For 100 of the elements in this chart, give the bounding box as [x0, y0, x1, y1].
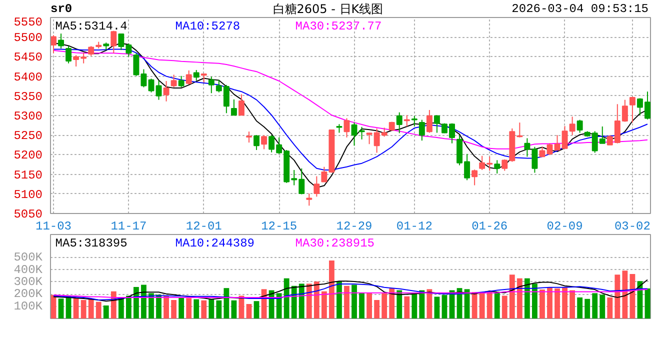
bar	[494, 292, 500, 318]
candlestick	[246, 131, 252, 144]
bar	[592, 293, 598, 318]
candlestick	[254, 134, 260, 150]
bar	[516, 278, 522, 318]
bar	[540, 290, 545, 318]
series-label: MA5:5314.4	[55, 20, 128, 34]
candlestick	[434, 114, 440, 134]
bar	[622, 270, 628, 318]
bar	[80, 300, 86, 318]
text: MA30:238915	[295, 236, 375, 250]
bar	[73, 298, 79, 318]
candlestick	[88, 46, 94, 56]
y-tick-label: 5050	[14, 208, 43, 222]
bar	[502, 296, 508, 318]
bar	[404, 296, 410, 318]
candlestick	[58, 33, 64, 49]
bar	[246, 304, 252, 318]
bar	[148, 293, 154, 318]
x-tick-label: 01-12	[396, 220, 432, 234]
bar	[126, 296, 132, 318]
candlestick	[629, 96, 636, 124]
bar	[164, 296, 169, 318]
bar	[88, 299, 94, 318]
bar	[321, 291, 327, 318]
bar	[201, 300, 207, 318]
candlestick	[163, 80, 170, 102]
y-tick-label: 400K	[14, 262, 44, 277]
bar	[268, 290, 274, 318]
bar	[547, 287, 552, 318]
y-tick-label: 5300	[14, 110, 43, 124]
candlestick	[208, 76, 214, 94]
candlestick	[50, 34, 56, 54]
bar	[577, 297, 583, 318]
bar	[419, 290, 425, 318]
bar	[344, 286, 350, 318]
x-tick-label: 12-29	[336, 220, 372, 234]
bar	[486, 291, 492, 318]
bar	[532, 284, 538, 318]
y-tick-label: 5250	[14, 129, 43, 144]
y-tick-label: 5150	[14, 168, 43, 182]
bar	[600, 294, 606, 318]
bar	[614, 274, 620, 318]
bar	[352, 284, 357, 318]
x-tick-label: 12-15	[261, 220, 298, 234]
bar	[276, 293, 282, 318]
line-series	[53, 279, 648, 302]
bar	[66, 296, 72, 318]
candlestick	[110, 30, 117, 54]
candlestick	[193, 70, 200, 82]
candlestick	[472, 169, 478, 186]
candlestick	[170, 74, 177, 88]
candlestick	[148, 78, 154, 93]
bar	[374, 300, 380, 318]
bar	[389, 288, 395, 318]
candlestick	[576, 119, 583, 134]
bar	[96, 302, 102, 318]
candlestick	[133, 52, 140, 76]
bar	[426, 289, 432, 318]
y-tick-label: 300K	[14, 274, 44, 289]
bar	[224, 288, 230, 318]
y-tick-label: 500K	[14, 250, 44, 265]
candlestick	[426, 110, 432, 134]
bar	[630, 274, 636, 318]
bar	[359, 292, 364, 318]
bar	[298, 284, 304, 318]
candlestick	[230, 98, 237, 116]
bar	[314, 281, 320, 318]
x-tick-label: 02-09	[546, 220, 583, 234]
bar	[479, 292, 485, 318]
candlestick	[66, 46, 72, 64]
candlestick	[539, 146, 546, 158]
chart-title: 白糖2605 - 日K线图	[272, 2, 384, 16]
bar	[434, 296, 440, 318]
text: MA30:5237.77	[295, 20, 382, 34]
bar	[382, 293, 388, 318]
candlestick	[418, 119, 425, 142]
bar	[306, 284, 312, 318]
candlestick	[494, 160, 500, 174]
candlestick	[238, 94, 244, 116]
text: 2026-03-04 09:53:15	[512, 2, 649, 16]
x-tick-label: 01-26	[472, 220, 508, 234]
x-tick-label: 12-01	[186, 220, 222, 234]
candlestick	[314, 176, 320, 198]
bar	[194, 299, 200, 318]
candlestick	[306, 193, 312, 206]
bar	[524, 278, 530, 318]
bar	[186, 298, 192, 318]
bar	[366, 292, 372, 318]
bar	[607, 297, 613, 318]
candlestick	[554, 134, 560, 150]
bar	[336, 281, 342, 318]
line-series	[53, 284, 648, 300]
bar	[554, 288, 560, 318]
bar	[442, 295, 448, 318]
y-tick-label: 200K	[14, 287, 44, 302]
bar	[254, 301, 260, 318]
y-tick-label: 5100	[14, 188, 43, 202]
y-tick-label: 5350	[14, 90, 43, 104]
bar	[328, 260, 334, 318]
